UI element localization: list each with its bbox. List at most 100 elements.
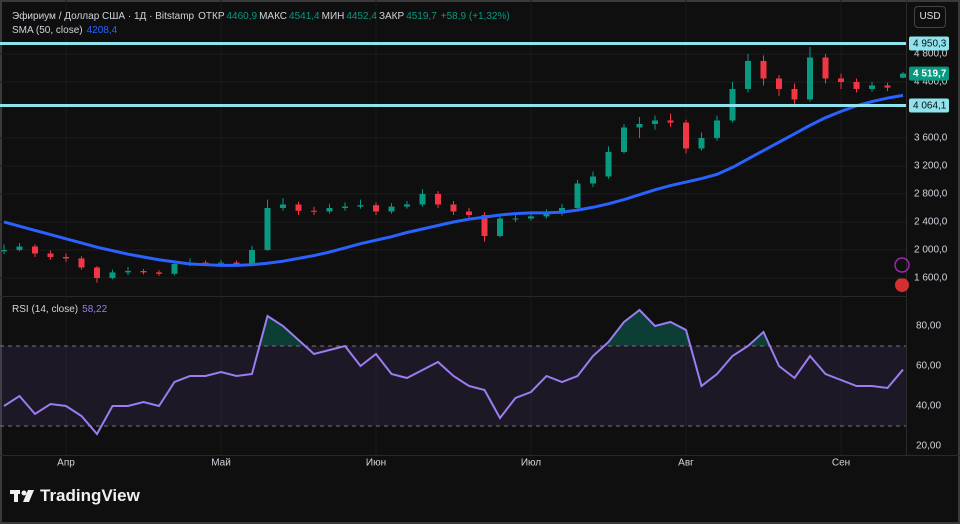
- candle-body: [667, 120, 674, 123]
- candle-body: [280, 204, 286, 208]
- icons: [894, 257, 910, 292]
- last-price-box: [909, 66, 949, 81]
- candle-body: [109, 272, 116, 278]
- y-tick-label: 3 600,0: [914, 133, 948, 144]
- candle-body: [435, 193, 441, 205]
- candle-body: [419, 193, 426, 205]
- candle-body: [900, 73, 906, 78]
- y-tick-label: 2 800,0: [914, 189, 948, 200]
- candle-body: [404, 204, 410, 207]
- x-tick-label: Апр: [57, 458, 75, 469]
- candle-body: [218, 262, 224, 264]
- candle-body: [884, 85, 891, 88]
- x-tick-label: Июн: [366, 458, 386, 469]
- candle-body: [698, 137, 705, 149]
- candle-body: [202, 262, 209, 264]
- sma-value: 4208,4: [86, 25, 118, 36]
- y-tick-label: 2 400,0: [914, 217, 948, 228]
- x-tick-label: Авг: [678, 458, 694, 469]
- level-label-box: [909, 36, 949, 51]
- candle-body: [853, 81, 860, 89]
- y-tick-label: 80,00: [916, 321, 941, 332]
- candle-body: [714, 120, 720, 138]
- y-tick-label: 2 000,0: [914, 245, 948, 256]
- ohlc-label: ОТКР: [198, 11, 225, 22]
- candle-body: [125, 270, 131, 273]
- candle-body: [32, 246, 38, 254]
- candle-body: [373, 205, 379, 212]
- candle-body: [171, 263, 178, 274]
- currency-button[interactable]: USD: [914, 6, 946, 28]
- rsi-line: [3, 308, 904, 436]
- y-tick-label: 3 200,0: [914, 161, 948, 172]
- y-tick-label: 60,00: [916, 361, 941, 372]
- candle-body: [791, 88, 798, 100]
- candle-body: [94, 267, 100, 278]
- candle-body: [807, 57, 813, 100]
- candle-body: [140, 270, 147, 273]
- candle-body: [636, 123, 643, 128]
- ohlc-value: 4452,4: [346, 11, 377, 22]
- candle-body: [326, 207, 333, 212]
- candle-body: [822, 57, 829, 79]
- change: +58,9 (+1,32%): [440, 11, 510, 22]
- rsi-value: 58,22: [82, 304, 108, 315]
- level-label: 4 064,1: [913, 101, 947, 112]
- candle-body: [63, 256, 69, 259]
- candle-body: [760, 60, 767, 79]
- candle-body: [745, 60, 751, 89]
- sma-legend: SMA (50, close) 4208,4: [12, 25, 117, 36]
- candle-body: [512, 218, 519, 220]
- level-label: 4 950,3: [913, 39, 947, 50]
- candle-body: [16, 246, 23, 250]
- candle-body: [295, 204, 302, 211]
- ohlc-value: 4519,7: [406, 11, 437, 22]
- overbought-fill: [4, 310, 903, 346]
- x-tick-label: Июл: [521, 458, 541, 469]
- ohlc-value: 4541,4: [289, 11, 320, 22]
- candle-body: [869, 85, 875, 89]
- candle-body: [497, 218, 503, 236]
- rsi-band: [0, 346, 906, 426]
- rsi-legend: RSI (14, close) 58,22: [12, 304, 107, 315]
- candle-body: [342, 206, 348, 208]
- candle-body: [481, 214, 488, 236]
- candle-body: [683, 122, 689, 149]
- candle-body: [574, 183, 581, 208]
- candle-body: [357, 205, 364, 207]
- level-label-box: [909, 98, 949, 113]
- candle-body: [776, 78, 782, 89]
- ohlc: ОТКР 4460,9 МАКС 4541,4 МИН 4452,4 ЗАКР 4519,7: [198, 11, 437, 22]
- x-tick-label: Май: [211, 458, 231, 469]
- candle-body: [466, 211, 472, 215]
- candle-body: [543, 213, 550, 217]
- symbol-title: Эфириум / Доллар США · 1Д · Bitstamp: [12, 11, 195, 22]
- candle-body: [528, 216, 534, 219]
- ohlc-label: МАКС: [259, 11, 288, 22]
- candle-body: [249, 249, 255, 264]
- ohlc-label: МИН: [321, 11, 345, 22]
- y-tick-label: 4 400,0: [914, 77, 948, 88]
- candle-body: [156, 272, 162, 274]
- candle-body: [1, 249, 7, 252]
- x-tick-label: Сен: [832, 458, 850, 469]
- candle-body: [264, 207, 271, 250]
- candle-body: [605, 151, 612, 177]
- sma-name: SMA (50, close): [12, 25, 83, 36]
- candle-body: [78, 258, 85, 268]
- candle-body: [652, 120, 658, 124]
- candle-body: [233, 262, 240, 264]
- y-tick-label: 40,00: [916, 401, 941, 412]
- candle-body: [388, 206, 395, 212]
- candle-body: [47, 253, 54, 257]
- last-price-label: 4 519,7: [913, 69, 947, 80]
- plot: 1 600,0 2 000,0 2 400,0 2 800,0 3 200,0 3 600…: [0, 0, 949, 469]
- ohlc-label: ЗАКР: [378, 11, 405, 22]
- candle-body: [621, 127, 627, 152]
- ohlc-value: 4460,9: [226, 11, 258, 22]
- sma-line: [3, 93, 904, 267]
- y-tick-label: 20,00: [916, 441, 941, 452]
